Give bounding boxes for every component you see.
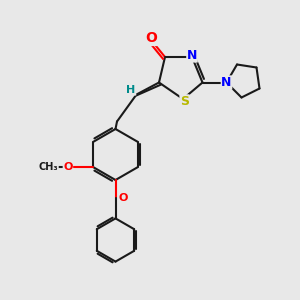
Text: O: O	[63, 162, 73, 172]
Text: N: N	[187, 49, 197, 62]
Text: CH₃: CH₃	[39, 162, 58, 172]
Text: H: H	[127, 85, 136, 95]
Text: O: O	[146, 32, 158, 45]
Text: O: O	[118, 193, 128, 203]
Text: N: N	[221, 76, 232, 89]
Text: S: S	[180, 95, 189, 108]
